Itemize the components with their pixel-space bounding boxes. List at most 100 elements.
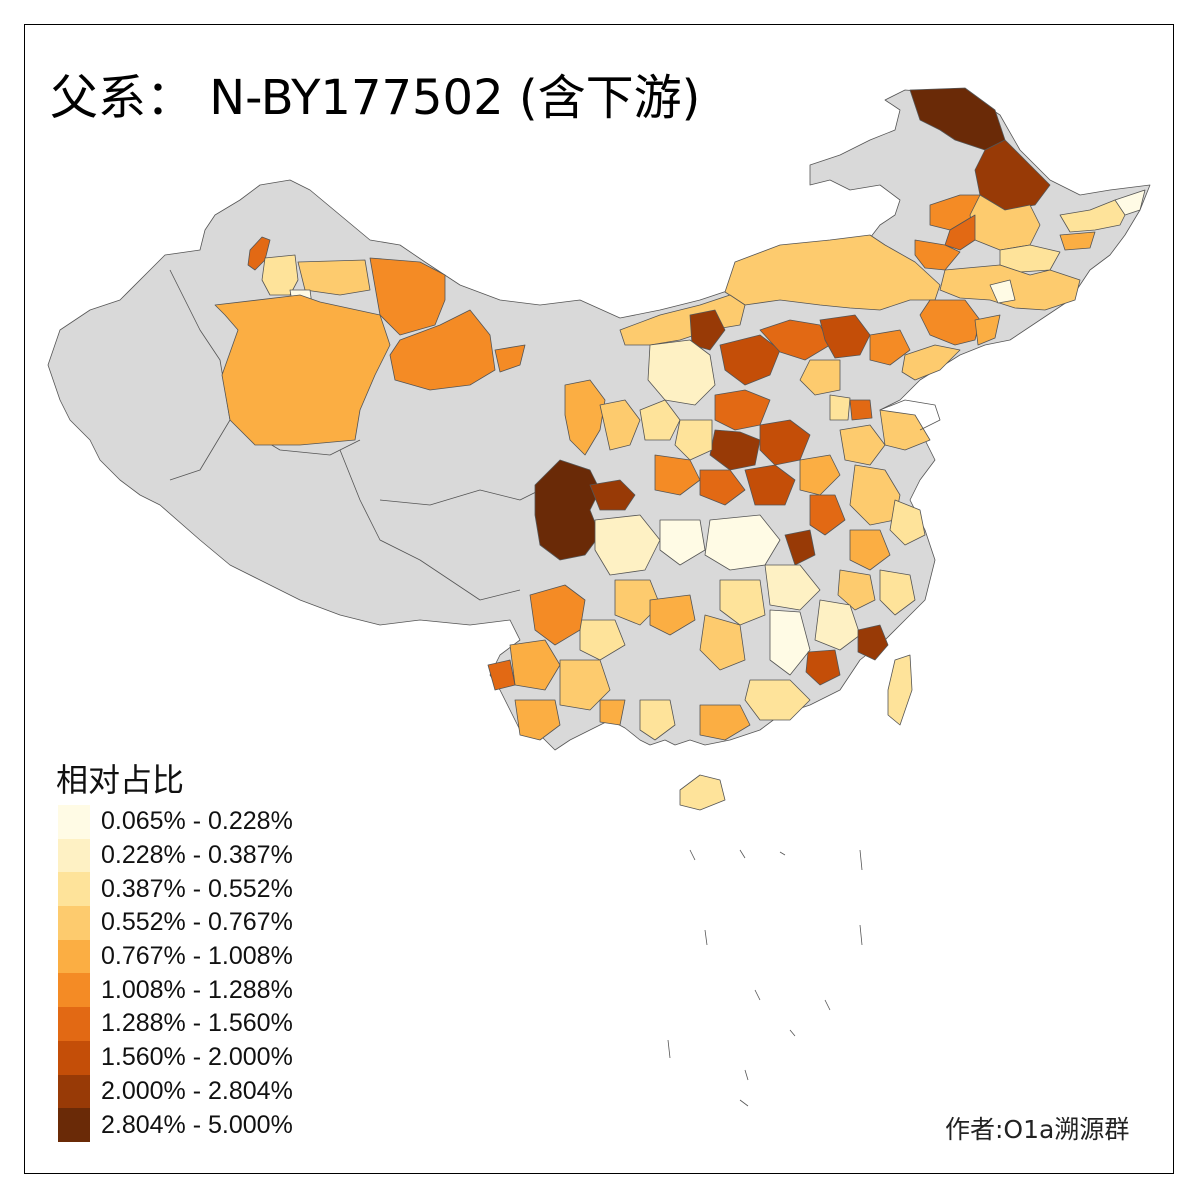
region-shape <box>819 314 871 359</box>
legend-label: 0.552% - 0.767% <box>101 908 293 937</box>
region-shape <box>579 619 626 661</box>
region-shape <box>799 454 841 496</box>
region-shape <box>857 624 889 661</box>
map-title: 父系： N-BY177502 (含下游) <box>50 70 701 126</box>
region-shape <box>974 139 1051 211</box>
legend-swatch <box>58 805 90 839</box>
region-shape <box>889 499 926 546</box>
legend-swatch <box>58 939 90 974</box>
region-shape <box>989 279 1016 304</box>
region-shape <box>699 704 751 741</box>
region-shape <box>849 399 873 421</box>
legend-swatch <box>58 1074 90 1109</box>
region-shape <box>879 569 916 616</box>
legend-label: 1.560% - 2.000% <box>101 1043 293 1072</box>
legend-label: 1.288% - 1.560% <box>101 1009 293 1038</box>
region-shape <box>699 469 746 506</box>
region-shape <box>589 479 636 511</box>
region-shape <box>849 529 891 571</box>
legend: 0.065% - 0.228% 0.228% - 0.387% 0.387% -… <box>58 805 293 1142</box>
legend-item: 1.008% - 1.288% <box>58 973 293 1008</box>
region-shape <box>699 614 746 671</box>
region-shape <box>744 464 796 506</box>
region-shape <box>1059 231 1096 251</box>
region-shape <box>494 344 526 373</box>
region-shape <box>599 399 641 451</box>
region-shape <box>534 459 601 561</box>
legend-swatch <box>58 1040 90 1075</box>
legend-swatch <box>58 1007 90 1041</box>
region-shape <box>887 654 913 726</box>
legend-label: 0.387% - 0.552% <box>101 874 293 903</box>
legend-item: 2.000% - 2.804% <box>58 1074 293 1109</box>
region-shape <box>879 409 931 451</box>
legend-item: 1.560% - 2.000% <box>58 1040 293 1075</box>
legend-swatch <box>58 872 90 907</box>
region-shape <box>389 309 496 391</box>
region-shape <box>654 454 701 496</box>
region-shape <box>809 494 846 536</box>
region-shape <box>901 344 961 381</box>
region-shape <box>709 429 761 471</box>
region-shape <box>261 254 299 296</box>
region-shape <box>814 599 861 651</box>
region-shape <box>487 659 516 691</box>
region-shape <box>919 299 981 346</box>
region-shape <box>297 259 371 296</box>
region-shape <box>599 699 626 726</box>
region-shape <box>509 639 561 691</box>
legend-label: 2.000% - 2.804% <box>101 1076 293 1105</box>
region-shape <box>529 584 586 646</box>
region-shape <box>679 774 726 811</box>
island <box>667 849 863 1107</box>
legend-label: 0.767% - 1.008% <box>101 942 293 971</box>
legend-label: 0.228% - 0.387% <box>101 841 293 870</box>
region-shape <box>619 294 746 346</box>
region-shape <box>769 609 811 676</box>
region-shape <box>805 649 841 686</box>
region-shape <box>647 339 716 406</box>
legend-swatch <box>58 838 90 873</box>
region-shape <box>837 569 876 611</box>
region-shape <box>564 379 606 456</box>
region-shape <box>974 314 1001 346</box>
legend-title: 相对占比 <box>56 761 185 799</box>
region-shape <box>719 334 781 386</box>
region-border <box>339 449 561 601</box>
legend-item: 2.804% - 5.000% <box>58 1108 293 1142</box>
region-shape <box>869 329 911 366</box>
author-credit: 作者:O1a溯源群 <box>945 1115 1130 1144</box>
legend-label: 1.008% - 1.288% <box>101 975 293 1004</box>
region-shape <box>744 679 811 721</box>
region-border <box>879 399 941 431</box>
legend-item: 0.228% - 0.387% <box>58 838 293 873</box>
region-shape <box>1114 189 1146 216</box>
region-shape <box>639 399 681 441</box>
region-shape <box>639 699 676 741</box>
region-shape <box>214 294 391 446</box>
region-shape <box>659 519 706 566</box>
region-shape <box>514 699 561 741</box>
region-shape <box>944 214 976 251</box>
legend-swatch <box>58 1108 90 1142</box>
legend-item: 0.387% - 0.552% <box>58 872 293 907</box>
legend-item: 0.767% - 1.008% <box>58 939 293 974</box>
region-shape <box>829 394 851 421</box>
region-shape <box>724 234 941 311</box>
region-shape <box>764 564 821 611</box>
legend-swatch <box>58 973 90 1008</box>
region-shape <box>839 424 886 466</box>
legend-swatch <box>58 906 90 940</box>
legend-label: 0.065% - 0.228% <box>101 807 293 836</box>
region-shape <box>649 594 696 636</box>
region-shape <box>369 257 446 336</box>
legend-item: 0.552% - 0.767% <box>58 906 293 940</box>
region-shape <box>689 309 726 351</box>
region-shape <box>799 359 841 396</box>
region-shape <box>719 579 766 626</box>
region-shape <box>594 514 661 576</box>
legend-item: 1.288% - 1.560% <box>58 1007 293 1041</box>
legend-label: 2.804% - 5.000% <box>101 1110 293 1139</box>
region-shape <box>784 529 816 566</box>
